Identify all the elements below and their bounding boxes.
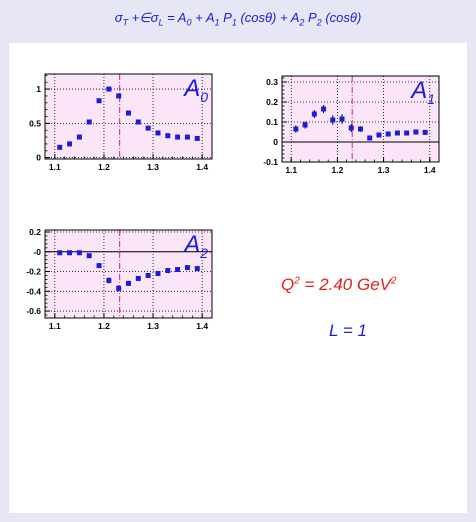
data-point [394, 130, 400, 136]
data-point [339, 116, 345, 122]
data-point [175, 134, 181, 140]
data-point [67, 141, 73, 147]
data-point [311, 111, 317, 117]
data-point [135, 119, 141, 125]
y-tick-label: -0 [33, 247, 41, 257]
chart-A2: 1.1 1.2 1.3 1.4 -0.6 -0.4 -0.2 -0 0.2 A2 [26, 227, 213, 331]
chart-title-A0: A0 [182, 75, 208, 105]
data-point [116, 285, 122, 291]
x-tick-label: 1.3 [147, 321, 159, 331]
data-point [321, 106, 327, 112]
data-point [385, 131, 391, 137]
chart-title-A1: A1 [409, 77, 435, 107]
data-point [57, 144, 63, 150]
x-tick-label: 1.2 [98, 321, 110, 331]
data-point [135, 275, 141, 281]
x-tick-label: 1.1 [49, 162, 61, 172]
x-tick-label: 1.3 [378, 165, 390, 175]
x-tick-label: 1.4 [196, 321, 208, 331]
data-point [67, 250, 73, 256]
data-point [165, 268, 171, 274]
chart-title-letter: A [409, 77, 427, 104]
x-tick-label: 1.1 [285, 165, 297, 175]
chart-title-subscript: 2 [199, 245, 208, 261]
data-point [96, 98, 102, 104]
data-point [302, 122, 308, 128]
l-annotation: L = 1 [329, 321, 367, 340]
x-tick-label: 1.2 [98, 162, 110, 172]
q2-annotation: Q2 = 2.40 GeV2 [281, 275, 397, 294]
y-tick-label: -0.1 [263, 157, 278, 167]
chart-title-subscript: 0 [200, 89, 208, 105]
data-point [330, 117, 336, 123]
plot-frame [44, 73, 213, 160]
plots-canvas: 1.1 1.2 1.3 1.400.51 A01.1 1.2 1.3 1.4-0.100.10… [26, 73, 440, 331]
data-point [184, 265, 190, 271]
data-point [358, 126, 363, 132]
x-tick-label: 1.4 [424, 165, 436, 175]
data-point [155, 130, 161, 136]
plot-frame [281, 75, 440, 163]
formula-header: σT +∈σL = A0 + A1 P1 (cosθ) + A2 P2 (cos… [114, 10, 362, 28]
data-point [106, 86, 112, 92]
data-point [367, 135, 373, 141]
y-tick-label: -0.4 [26, 286, 41, 296]
x-tick-label: 1.4 [196, 162, 208, 172]
chart-title-subscript: 1 [427, 91, 435, 107]
x-tick-label: 1.1 [49, 321, 61, 331]
y-tick-label: 0.3 [266, 77, 278, 87]
data-point [76, 134, 82, 140]
data-point [184, 134, 190, 140]
y-tick-label: 0 [36, 153, 41, 163]
y-tick-label: 0.2 [29, 227, 41, 237]
data-point [86, 119, 92, 125]
data-point [422, 129, 428, 135]
plot-area [45, 74, 212, 159]
data-point [348, 125, 354, 131]
data-point [194, 135, 200, 141]
data-point [404, 130, 410, 136]
chart-title-letter: A [182, 231, 200, 258]
data-point [126, 110, 131, 116]
chart-A0: 1.1 1.2 1.3 1.400.51 A0 [29, 73, 213, 172]
data-point [86, 253, 92, 259]
plot-area [282, 76, 439, 162]
data-point [155, 271, 161, 277]
y-tick-label: 0.2 [266, 97, 278, 107]
data-point [106, 277, 112, 283]
data-point [194, 266, 200, 272]
y-tick-label: 1 [36, 84, 41, 94]
plot-frame [44, 229, 213, 319]
data-point [76, 250, 82, 256]
y-tick-label: -0.6 [26, 306, 41, 316]
plot-area [45, 230, 212, 318]
chart-title-A2: A2 [182, 231, 208, 261]
data-point [116, 93, 122, 99]
data-point [293, 126, 299, 132]
data-point [175, 267, 181, 273]
y-tick-label: 0.1 [266, 117, 278, 127]
data-point [96, 263, 102, 269]
data-point [145, 272, 151, 278]
y-tick-label: 0 [273, 137, 278, 147]
y-tick-label: -0.2 [26, 267, 41, 277]
data-point [165, 133, 171, 139]
chart-A1: 1.1 1.2 1.3 1.4 -0.1 0 0.1 0.2 0.3 A1 [263, 75, 440, 175]
y-tick-label: 0.5 [29, 118, 41, 128]
figure-panel: 1.1 1.2 1.3 1.4 0 0.5 1 A0 1.1 1.2 1.3 1.4 -0.1 0 0.1 0… [9, 43, 467, 513]
data-point [413, 129, 419, 135]
x-tick-label: 1.3 [147, 162, 159, 172]
chart-title-letter: A [182, 75, 200, 102]
x-tick-label: 1.2 [331, 165, 343, 175]
data-point [57, 250, 63, 256]
data-point [376, 132, 382, 138]
data-point [126, 280, 131, 286]
data-point [145, 125, 151, 131]
